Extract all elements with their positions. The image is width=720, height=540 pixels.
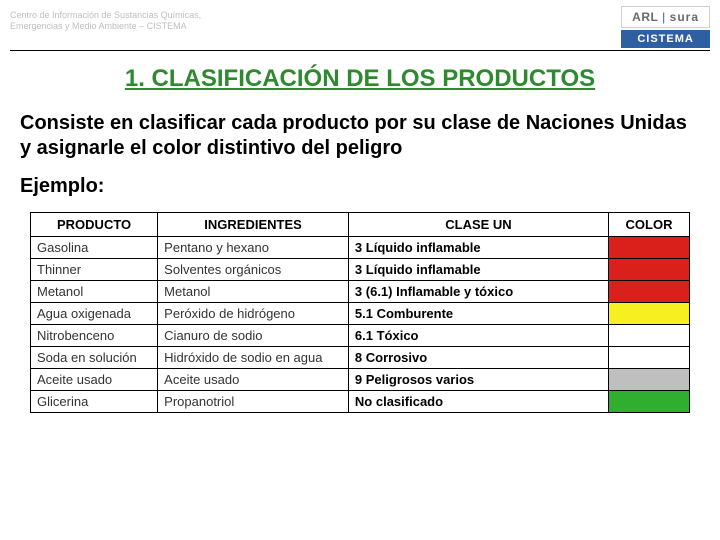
cell-color-swatch [609,325,690,347]
cell-ingredientes: Solventes orgánicos [158,259,349,281]
table-row: GlicerinaPropanotriolNo clasificado [31,391,690,413]
table-row: GasolinaPentano y hexano3 Líquido inflam… [31,237,690,259]
cell-ingredientes: Pentano y hexano [158,237,349,259]
cell-clase-un: 3 Líquido inflamable [348,259,608,281]
page-title: 1. CLASIFICACIÓN DE LOS PRODUCTOS [0,65,720,93]
table-row: NitrobencenoCianuro de sodio6.1 Tóxico [31,325,690,347]
cell-clase-un: 3 Líquido inflamable [348,237,608,259]
arl-text: ARL [632,10,658,24]
col-clase-un: CLASE UN [348,213,608,237]
cell-clase-un: 5.1 Comburente [348,303,608,325]
cell-producto: Nitrobenceno [31,325,158,347]
cell-color-swatch [609,259,690,281]
cell-clase-un: 6.1 Tóxico [348,325,608,347]
org-name: Centro de Información de Sustancias Quím… [10,6,201,32]
cell-producto: Aceite usado [31,369,158,391]
example-label: Ejemplo: [0,175,720,198]
table-row: Soda en soluciónHidróxido de sodio en ag… [31,347,690,369]
cell-ingredientes: Cianuro de sodio [158,325,349,347]
page-header: Centro de Información de Sustancias Quím… [0,0,720,50]
cell-color-swatch [609,237,690,259]
cell-ingredientes: Aceite usado [158,369,349,391]
arl-sura-logo: ARL | sura [621,6,710,28]
cell-clase-un: No clasificado [348,391,608,413]
cell-color-swatch [609,281,690,303]
cell-clase-un: 3 (6.1) Inflamable y tóxico [348,281,608,303]
cell-producto: Agua oxigenada [31,303,158,325]
org-name-line2: Emergencias y Medio Ambiente – CISTEMA [10,21,201,32]
cell-color-swatch [609,347,690,369]
cell-ingredientes: Metanol [158,281,349,303]
cell-producto: Soda en solución [31,347,158,369]
cell-clase-un: 9 Peligrosos varios [348,369,608,391]
cell-color-swatch [609,303,690,325]
table-row: MetanolMetanol3 (6.1) Inflamable y tóxic… [31,281,690,303]
table-row: Agua oxigenadaPeróxido de hidrógeno5.1 C… [31,303,690,325]
cell-ingredientes: Propanotriol [158,391,349,413]
cell-clase-un: 8 Corrosivo [348,347,608,369]
cell-color-swatch [609,391,690,413]
cell-ingredientes: Peróxido de hidrógeno [158,303,349,325]
col-ingredientes: INGREDIENTES [158,213,349,237]
description-text: Consiste en clasificar cada producto por… [0,111,720,161]
classification-table: PRODUCTO INGREDIENTES CLASE UN COLOR Gas… [30,212,690,413]
brand-logos: ARL | sura CISTEMA [621,6,710,48]
cistema-logo: CISTEMA [621,30,710,48]
sura-text: sura [670,10,699,24]
org-name-line1: Centro de Información de Sustancias Quím… [10,10,201,21]
table-row: Aceite usadoAceite usado9 Peligrosos var… [31,369,690,391]
cell-producto: Metanol [31,281,158,303]
cell-producto: Gasolina [31,237,158,259]
cell-producto: Thinner [31,259,158,281]
cell-color-swatch [609,369,690,391]
cell-ingredientes: Hidróxido de sodio en agua [158,347,349,369]
col-producto: PRODUCTO [31,213,158,237]
cell-producto: Glicerina [31,391,158,413]
table-header-row: PRODUCTO INGREDIENTES CLASE UN COLOR [31,213,690,237]
table-row: ThinnerSolventes orgánicos3 Líquido infl… [31,259,690,281]
header-divider [10,50,710,51]
col-color: COLOR [609,213,690,237]
classification-table-wrap: PRODUCTO INGREDIENTES CLASE UN COLOR Gas… [0,212,720,413]
